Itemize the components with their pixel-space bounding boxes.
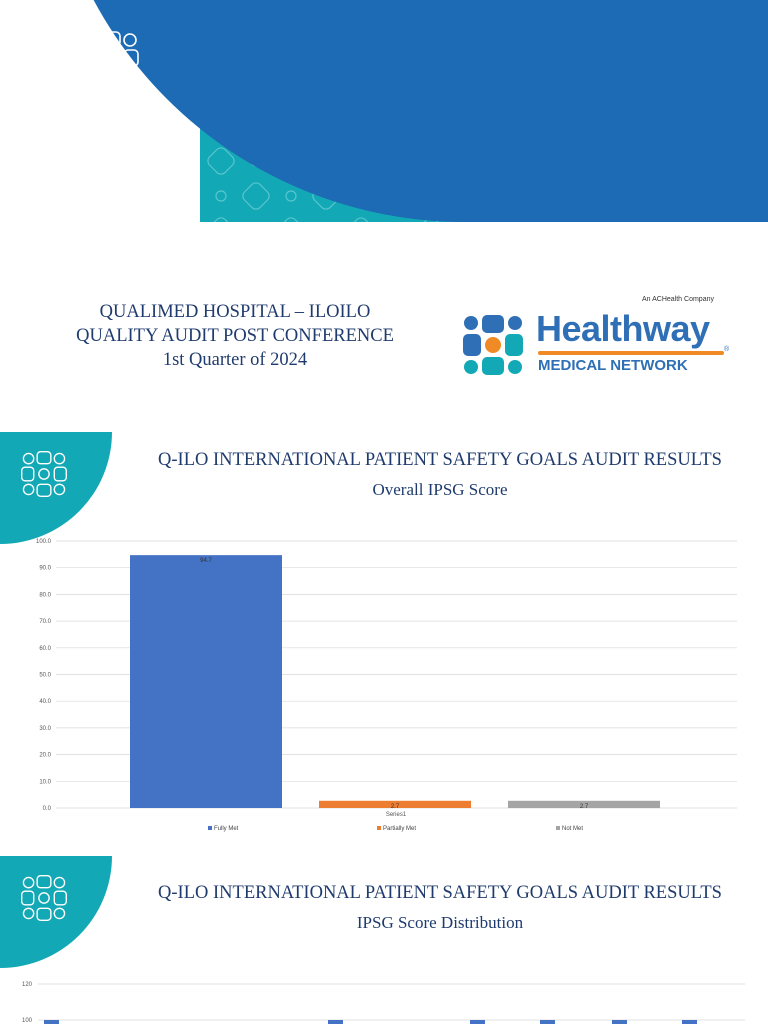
slide-title: Q-ILO INTERNATIONAL PATIENT SAFETY GOALS… [158, 450, 722, 470]
y-tick-label: 90.0 [39, 566, 51, 572]
bar [470, 1020, 485, 1024]
bar-fully-met [130, 555, 282, 808]
ipsg-distribution-chart: 100 120 [22, 982, 745, 1024]
brand-subtitle: MEDICAL NETWORK [538, 357, 688, 374]
score-distribution-slide: Q-ILO INTERNATIONAL PATIENT SAFETY GOALS… [0, 856, 768, 1024]
data-label: 94.7 [200, 558, 212, 564]
bar [540, 1020, 555, 1024]
brand-tagline: An ACHealth Company [642, 296, 714, 303]
legend-label: Partially Met [383, 826, 416, 832]
blue-curve-shape [44, 0, 768, 222]
x-category-label: Series1 [386, 812, 407, 818]
data-label: 2.7 [580, 804, 589, 810]
presentation-title: QUALIMED HOSPITAL – ILOILO QUALITY AUDIT… [40, 300, 430, 372]
period: 1st Quarter of 2024 [162, 350, 308, 370]
bar [328, 1020, 343, 1024]
y-tick-label: 20.0 [39, 753, 51, 759]
y-tick-label: 70.0 [39, 619, 51, 625]
bar [44, 1020, 59, 1024]
overall-ipsg-chart: 0.0 10.0 20.0 30.0 40.0 50.0 60.0 70.0 80.0 90.0 1… [36, 539, 737, 832]
legend-swatch [208, 826, 212, 830]
overall-score-slide: Q-ILO INTERNATIONAL PATIENT SAFETY GOALS… [0, 432, 768, 837]
registered-mark: ® [724, 346, 730, 353]
conference-name: QUALITY AUDIT POST CONFERENCE [76, 326, 394, 346]
bar-partially-met [319, 800, 471, 808]
data-label: 2.7 [391, 804, 400, 810]
legend-swatch [377, 826, 381, 830]
y-tick-label: 60.0 [39, 646, 51, 652]
slide-title: Q-ILO INTERNATIONAL PATIENT SAFETY GOALS… [158, 883, 722, 903]
title-slide: QUALIMED HOSPITAL – ILOILO QUALITY AUDIT… [0, 0, 768, 420]
legend-swatch [556, 826, 560, 830]
healthway-brand: An ACHealth Company Healthway ® MEDICAL … [462, 296, 742, 386]
slide-subtitle: Overall IPSG Score [372, 480, 508, 499]
brand-name: Healthway [536, 308, 710, 349]
bar-not-met [508, 800, 660, 808]
healthway-outline-logo-icon [85, 31, 139, 85]
y-tick-label: 80.0 [39, 592, 51, 598]
y-tick-label: 120 [22, 982, 33, 988]
legend-label: Not Met [562, 826, 583, 832]
hospital-name: QUALIMED HOSPITAL – ILOILO [99, 302, 371, 322]
y-tick-label: 10.0 [39, 779, 51, 785]
y-tick-label: 30.0 [39, 726, 51, 732]
y-tick-label: 50.0 [39, 673, 51, 679]
bar [682, 1020, 697, 1024]
bar [612, 1020, 627, 1024]
healthway-outline-logo-icon [21, 451, 67, 497]
y-tick-label: 100 [22, 1018, 33, 1024]
healthway-outline-logo-icon [21, 875, 67, 921]
brand-underline [538, 351, 724, 355]
healthway-logo-icon [463, 315, 523, 375]
legend-label: Fully Met [214, 826, 239, 832]
y-tick-label: 100.0 [36, 539, 52, 545]
y-tick-label: 0.0 [43, 806, 52, 812]
y-tick-label: 40.0 [39, 699, 51, 705]
slide-subtitle: IPSG Score Distribution [356, 913, 524, 932]
